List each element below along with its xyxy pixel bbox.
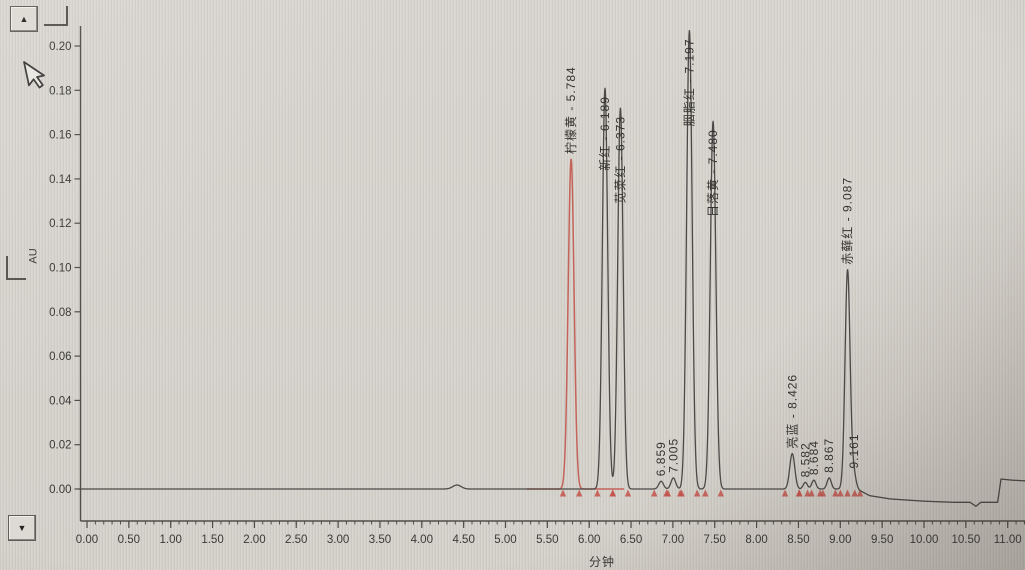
integration-marker-icon <box>594 489 601 497</box>
peak-label: 8.684 <box>807 440 821 475</box>
y-tick-label: 0.10 <box>49 263 71 275</box>
peak-label: 日落黄 - 7.480 <box>706 129 720 217</box>
x-tick-label: 3.00 <box>327 534 349 546</box>
corner-bracket-top-left <box>44 6 68 26</box>
x-tick-label: 0.50 <box>118 534 140 546</box>
scroll-up-icon: ▲ <box>19 14 29 24</box>
y-tick-label: 0.16 <box>49 130 71 142</box>
x-tick-label: 2.50 <box>285 534 307 546</box>
x-tick-label: 2.00 <box>243 534 265 546</box>
y-tick-label: 0.04 <box>49 395 72 407</box>
peak-label: 6.859 <box>654 441 668 476</box>
integration-marker-icon <box>837 489 844 497</box>
corner-bracket-mid-left <box>6 256 26 280</box>
integration-marker-icon <box>576 489 583 497</box>
x-tick-label: 1.50 <box>201 534 223 546</box>
y-tick-label: 0.02 <box>49 440 71 452</box>
integration-marker-icon <box>609 489 617 497</box>
y-axis-title: AU <box>27 248 40 264</box>
x-tick-label: 0.00 <box>76 534 98 546</box>
y-tick-label: 0.00 <box>49 484 71 496</box>
integration-marker-icon <box>678 489 685 497</box>
x-tick-label: 6.50 <box>620 534 642 546</box>
integration-marker-icon <box>693 489 701 497</box>
x-tick-label: 9.00 <box>829 534 851 546</box>
peak-label: 赤藓红 - 9.087 <box>840 177 855 265</box>
x-tick-label: 7.50 <box>704 534 726 546</box>
y-tick-label: 0.20 <box>49 41 71 53</box>
peak-label: 8.867 <box>822 438 836 473</box>
integration-marker-icon <box>781 489 789 497</box>
x-tick-label: 3.50 <box>369 534 391 546</box>
scroll-up-button[interactable]: ▲ <box>10 6 38 32</box>
trace-channel-main <box>78 30 1025 507</box>
y-tick-label: 0.12 <box>49 218 71 230</box>
integration-marker-icon <box>663 489 670 497</box>
x-tick-label: 1.00 <box>160 534 182 546</box>
y-tick-label: 0.06 <box>49 351 71 363</box>
integration-marker-icon <box>851 489 858 497</box>
trace-channel-red <box>526 158 625 490</box>
integration-marker-icon <box>795 489 803 497</box>
integration-marker-icon <box>702 489 709 497</box>
scroll-down-icon: ▼ <box>17 523 27 533</box>
integration-marker-icon <box>717 489 725 497</box>
y-tick-label: 0.18 <box>49 85 71 97</box>
y-tick-label: 0.08 <box>49 307 71 319</box>
x-tick-label: 9.50 <box>871 534 893 546</box>
y-tick-label: 0.14 <box>49 174 72 186</box>
peak-label: 柠檬黄 - 5.784 <box>563 66 578 154</box>
peak-label: 9.161 <box>847 433 861 468</box>
peak-label: 苋菜红 - 6.373 <box>612 116 627 204</box>
x-tick-label: 4.50 <box>452 534 474 546</box>
x-tick-label: 8.50 <box>787 534 809 546</box>
x-tick-label: 5.00 <box>494 534 516 546</box>
x-tick-label: 5.50 <box>536 534 558 546</box>
integration-marker-icon <box>832 489 839 497</box>
integration-marker-icon <box>804 489 811 497</box>
integration-marker-icon <box>559 489 567 497</box>
integration-marker-icon <box>808 489 815 497</box>
integration-marker-icon <box>651 489 658 497</box>
x-tick-label: 11.00 <box>994 534 1022 546</box>
peak-label: 新红 - 6.189 <box>597 96 612 171</box>
peak-label: 7.005 <box>666 438 680 473</box>
peak-label: 亮蓝 - 8.426 <box>784 374 799 449</box>
peak-label: 胭脂红 - 7.197 <box>681 39 696 127</box>
x-tick-label: 10.00 <box>910 534 939 546</box>
x-axis-title: 分钟 <box>589 555 616 569</box>
peak-label: 8.582 <box>798 442 812 477</box>
integration-marker-icon <box>856 489 864 497</box>
integration-marker-icon <box>819 489 827 497</box>
scroll-down-button[interactable]: ▼ <box>8 515 36 541</box>
x-tick-label: 7.00 <box>662 534 684 546</box>
integration-marker-icon <box>624 489 632 497</box>
x-tick-label: 4.00 <box>411 534 433 546</box>
x-tick-label: 8.00 <box>745 534 767 546</box>
integration-marker-icon <box>844 489 851 497</box>
x-tick-label: 10.50 <box>951 534 980 546</box>
x-tick-label: 6.00 <box>578 534 600 546</box>
